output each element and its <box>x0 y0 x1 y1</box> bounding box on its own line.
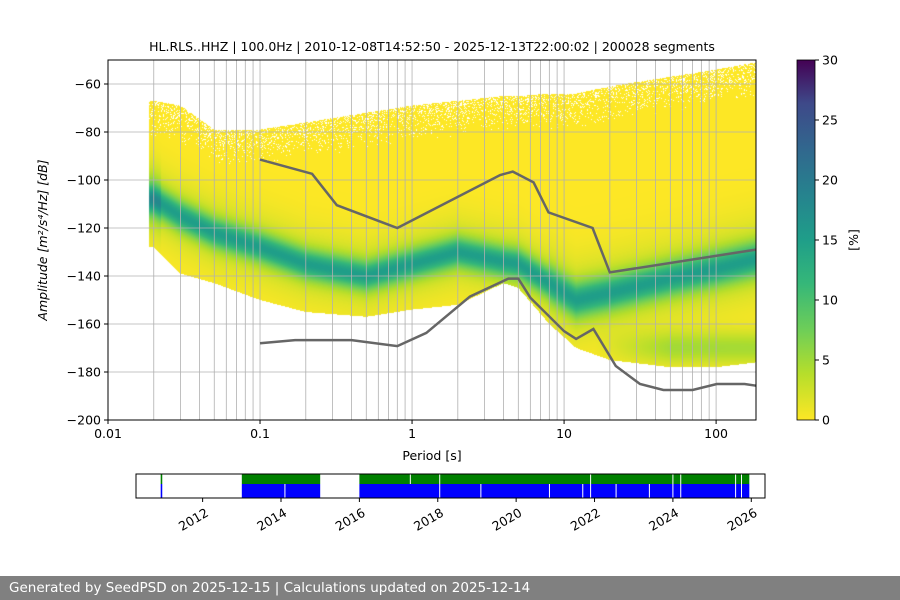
coverage-tick-label: 2026 <box>725 505 760 534</box>
y-axis-label: Amplitude [m²/s⁴/Hz] [dB] <box>35 159 50 321</box>
data-coverage-bar <box>241 484 321 498</box>
colorbar-tick-label: 0 <box>822 413 830 428</box>
processed-coverage-bar <box>241 474 321 484</box>
coverage-tick-label: 2018 <box>411 505 446 534</box>
x-axis-ticks: 0.01 0.1 1 10 100 <box>94 420 728 441</box>
y-tick-label: −80 <box>75 125 101 140</box>
coverage-tick-label: 2014 <box>254 505 289 534</box>
x-tick-label: 1 <box>408 426 416 441</box>
footer-bar: Generated by SeedPSD on 2025-12-15 | Cal… <box>0 576 900 600</box>
y-tick-label: −200 <box>67 413 101 428</box>
grid-lines <box>108 60 756 421</box>
data-coverage-bar <box>160 484 163 498</box>
colorbar-tick-label: 10 <box>822 293 838 308</box>
y-tick-label: −60 <box>75 77 101 92</box>
ppsd-histogram <box>108 60 756 420</box>
coverage-ticks: 2012 2014 2016 2018 2020 2022 2024 2026 <box>176 498 760 534</box>
y-tick-label: −120 <box>67 221 101 236</box>
coverage-timeline <box>160 474 750 498</box>
colorbar-tick-label: 15 <box>822 233 838 248</box>
x-tick-label: 100 <box>704 426 728 441</box>
processed-coverage-bar <box>359 474 750 484</box>
coverage-tick-label: 2022 <box>568 505 603 534</box>
series-line-nhnm <box>259 158 757 274</box>
colorbar-tick-label: 25 <box>822 113 838 128</box>
coverage-tick-label: 2020 <box>489 505 524 534</box>
coverage-tick-label: 2016 <box>333 505 368 534</box>
processed-coverage-bar <box>160 474 163 484</box>
colorbar-label: [%] <box>846 229 861 251</box>
y-tick-label: −140 <box>67 269 101 284</box>
coverage-frame <box>135 473 766 499</box>
coverage-tick-label: 2012 <box>176 505 211 534</box>
y-tick-label: −180 <box>67 365 101 380</box>
colorbar <box>796 59 816 421</box>
x-axis-label: Period [s] <box>402 448 461 463</box>
plot-frame <box>107 59 757 421</box>
y-axis-ticks: −200 −180 −160 −140 −120 −100 −80 −60 <box>67 77 108 428</box>
data-coverage-bar <box>359 484 750 498</box>
chart-title: HL.RLS..HHZ | 100.0Hz | 2010-12-08T14:52… <box>149 39 715 54</box>
x-tick-label: 10 <box>556 426 572 441</box>
colorbar-tick-label: 5 <box>822 353 830 368</box>
x-tick-label: 0.01 <box>94 426 122 441</box>
footer-text: Generated by SeedPSD on 2025-12-15 | Cal… <box>9 580 531 596</box>
series-line-nlnm <box>259 277 757 392</box>
y-tick-label: −160 <box>67 317 101 332</box>
noise-model-lines <box>259 158 757 392</box>
colorbar-tick-label: 30 <box>822 53 838 68</box>
colorbar-ticks: 0 5 10 15 20 25 30 <box>815 53 838 428</box>
colorbar-tick-label: 20 <box>822 173 838 188</box>
chart-svg: HL.RLS..HHZ | 100.0Hz | 2010-12-08T14:52… <box>35 39 861 534</box>
coverage-tick-label: 2024 <box>646 505 681 534</box>
y-tick-label: −100 <box>67 173 101 188</box>
x-tick-label: 0.1 <box>250 426 270 441</box>
